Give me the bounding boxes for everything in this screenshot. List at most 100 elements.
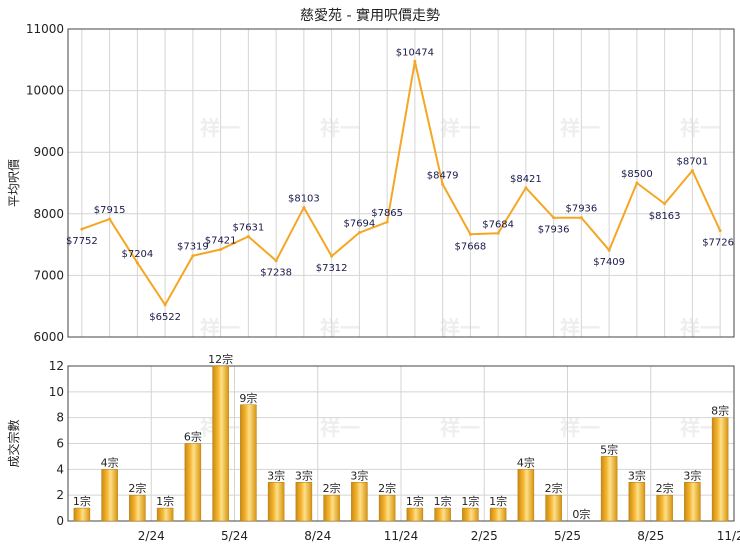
transactions-bar-chart: 0 2 4 6 8 10 12 2/24 5/24 8/24 11/24 2/25 5/25 8/25 11…	[6, 352, 740, 543]
count-bar	[656, 494, 673, 522]
watermark-text: 祥一	[680, 116, 720, 140]
price-data-label: $7752	[66, 236, 98, 247]
count-data-label: 4宗	[101, 455, 119, 469]
count-bar	[517, 469, 535, 522]
price-point	[302, 205, 306, 209]
count-bar	[129, 494, 146, 522]
price-y-tick-label: 10000	[26, 84, 64, 98]
price-point	[274, 259, 278, 263]
price-point	[135, 261, 139, 265]
price-line-chart: 6000 7000 8000 9000 10000 11000 $7752 $7915 $720…	[7, 22, 735, 344]
count-data-label: 1宗	[489, 494, 507, 508]
count-bar	[489, 507, 507, 522]
price-y-tick-label: 8000	[33, 207, 64, 221]
price-data-label: $8479	[427, 170, 459, 181]
watermark-layer: 祥一祥一祥一祥一祥一祥一祥一祥一祥一祥一祥一祥一祥一祥一祥一	[200, 116, 720, 440]
price-point	[552, 216, 556, 220]
count-y-axis-label: 成交宗數	[6, 419, 21, 467]
watermark-text: 祥一	[440, 416, 480, 440]
price-point	[330, 254, 334, 258]
count-bar	[212, 365, 229, 522]
x-tick-label: 2/25	[471, 529, 498, 543]
count-data-label: 3宗	[267, 468, 285, 482]
price-plot-frame	[67, 28, 735, 338]
count-y-tick-label: 10	[49, 385, 64, 399]
count-data-label: 5宗	[600, 442, 618, 456]
count-data-label: 3宗	[683, 468, 701, 482]
price-data-label: $8163	[649, 211, 681, 222]
count-data-label: 2宗	[323, 481, 341, 495]
watermark-text: 祥一	[560, 316, 600, 340]
count-bar	[323, 494, 340, 522]
price-y-tick-label: 7000	[33, 268, 64, 282]
count-data-label: 2宗	[128, 481, 146, 495]
x-tick-label: 2/24	[138, 529, 165, 543]
count-data-label: 6宗	[184, 430, 202, 444]
count-bar	[351, 482, 368, 522]
count-data-label: 1宗	[434, 494, 452, 508]
price-y-tick-label: 9000	[33, 145, 64, 159]
count-data-label: 3宗	[295, 468, 313, 482]
price-point	[496, 231, 500, 235]
count-data-label: 0宗	[572, 507, 590, 521]
count-bar	[267, 482, 285, 522]
price-point	[80, 227, 84, 231]
x-tick-label: 11/24	[384, 529, 419, 543]
watermark-text: 祥一	[320, 316, 360, 340]
price-data-label: $8500	[621, 169, 653, 180]
count-data-label: 1宗	[406, 494, 424, 508]
price-y-tick-label: 11000	[26, 22, 64, 36]
count-y-tick-label: 12	[49, 359, 64, 373]
price-point	[246, 235, 250, 239]
watermark-text: 祥一	[320, 116, 360, 140]
count-bar	[462, 507, 479, 522]
x-tick-label: 5/25	[554, 529, 581, 543]
count-data-label: 1宗	[461, 494, 479, 508]
price-point	[191, 254, 195, 258]
price-y-tick-label: 6000	[33, 330, 64, 344]
count-data-label: 2宗	[378, 481, 396, 495]
price-data-label: $7936	[538, 225, 570, 236]
watermark-text: 祥一	[440, 116, 480, 140]
price-data-label: $7915	[94, 205, 126, 216]
count-data-label: 12宗	[208, 352, 233, 366]
price-point	[524, 186, 528, 190]
price-point	[108, 217, 112, 221]
price-point	[219, 247, 223, 251]
price-y-axis-label: 平均呎價	[7, 159, 21, 207]
count-data-label: 1宗	[73, 494, 91, 508]
x-tick-label: 5/24	[221, 529, 248, 543]
price-point	[357, 231, 361, 235]
price-data-label: $7409	[593, 257, 625, 268]
count-bar	[600, 456, 618, 522]
watermark-text: 祥一	[680, 316, 720, 340]
x-tick-label: 8/25	[637, 529, 664, 543]
count-y-tick-label: 6	[56, 437, 64, 451]
price-point	[718, 229, 722, 233]
count-bar	[711, 417, 729, 522]
price-data-label: $7631	[232, 223, 264, 234]
count-bar	[184, 443, 202, 522]
count-data-label: 3宗	[350, 468, 368, 482]
price-point	[635, 181, 639, 185]
count-y-tick-label: 2	[56, 488, 64, 502]
watermark-text: 祥一	[200, 316, 240, 340]
count-y-tick-label: 8	[56, 411, 64, 425]
price-point	[690, 169, 694, 173]
watermark-text: 祥一	[560, 116, 600, 140]
chart-title: 慈愛苑 - 實用呎價走勢	[300, 7, 440, 24]
count-data-label: 2宗	[545, 481, 563, 495]
price-point	[663, 202, 667, 206]
watermark-text: 祥一	[200, 116, 240, 140]
price-point	[441, 182, 445, 186]
price-data-label: $7319	[177, 242, 209, 253]
price-point	[413, 59, 417, 63]
count-bar	[240, 404, 257, 522]
count-bar	[295, 482, 313, 522]
count-data-label: 1宗	[156, 494, 174, 508]
price-data-label: $8701	[676, 157, 708, 168]
count-bar	[684, 482, 701, 522]
watermark-text: 祥一	[320, 416, 360, 440]
watermark-text: 祥一	[560, 416, 600, 440]
